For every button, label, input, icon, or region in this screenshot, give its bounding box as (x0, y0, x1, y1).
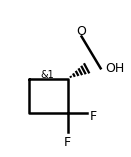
Text: F: F (64, 136, 71, 149)
Text: &1: &1 (40, 70, 54, 80)
Text: OH: OH (106, 62, 125, 75)
Text: F: F (90, 110, 97, 122)
Text: O: O (77, 25, 86, 38)
